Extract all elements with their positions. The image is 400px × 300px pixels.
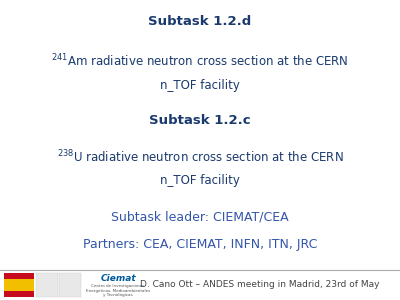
Text: Subtask 1.2.d: Subtask 1.2.d — [148, 15, 252, 28]
Text: Subtask leader: CIEMAT/CEA: Subtask leader: CIEMAT/CEA — [111, 211, 289, 224]
Text: D. Cano Ott – ANDES meeting in Madrid, 23rd of May: D. Cano Ott – ANDES meeting in Madrid, 2… — [140, 280, 380, 290]
Text: Ciemat: Ciemat — [100, 274, 136, 283]
Text: n_TOF facility: n_TOF facility — [160, 79, 240, 92]
Text: n_TOF facility: n_TOF facility — [160, 174, 240, 188]
Text: Subtask 1.2.c: Subtask 1.2.c — [149, 114, 251, 127]
Text: Centro de Investigaciones
Energéticas, Medioambientales
y Tecnológicas: Centro de Investigaciones Energéticas, M… — [86, 284, 150, 297]
Bar — [4, 279, 34, 291]
Text: $^{241}$Am radiative neutron cross section at the CERN: $^{241}$Am radiative neutron cross secti… — [51, 52, 349, 69]
Bar — [36, 273, 58, 297]
Bar — [4, 273, 34, 297]
Text: Partners: CEA, CIEMAT, INFN, ITN, JRC: Partners: CEA, CIEMAT, INFN, ITN, JRC — [83, 238, 317, 251]
Text: $^{238}$U radiative neutron cross section at the CERN: $^{238}$U radiative neutron cross sectio… — [57, 148, 343, 165]
Bar — [59, 273, 81, 297]
